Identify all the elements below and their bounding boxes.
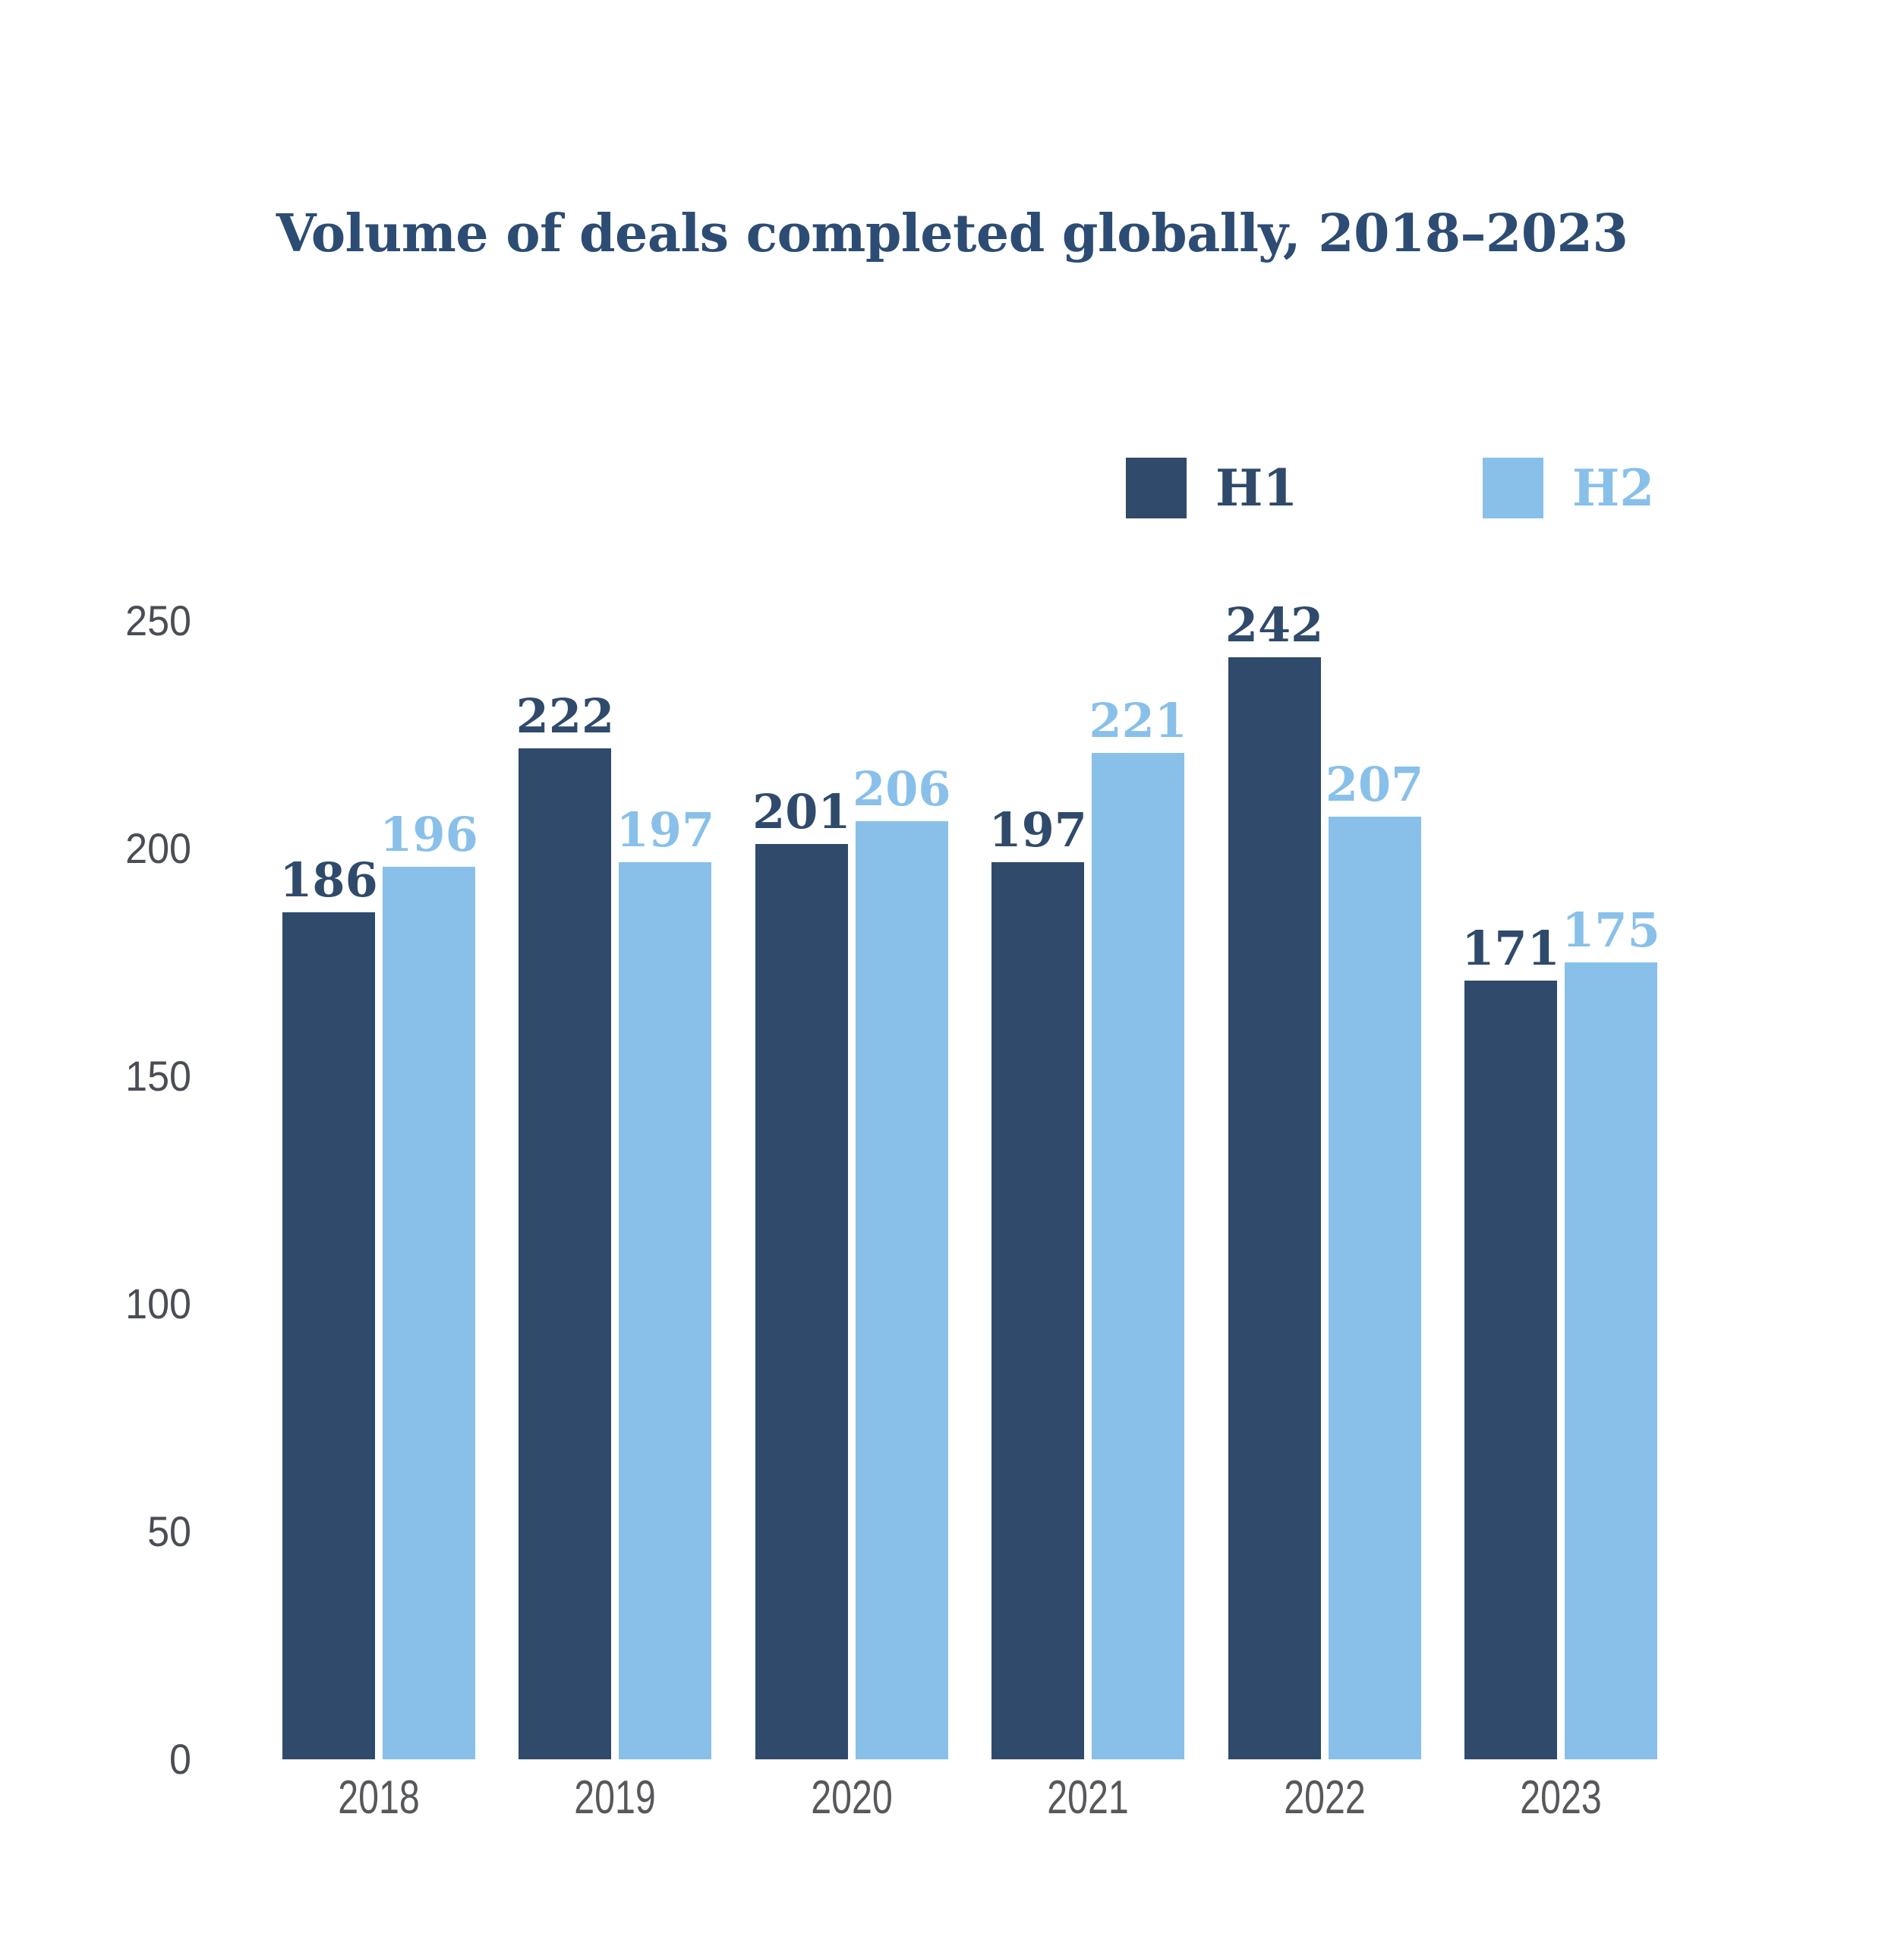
bar-h2-2022 — [1328, 817, 1421, 1759]
bar-value-h1-2018: 186 — [279, 852, 378, 908]
y-tick-label-250: 250 — [125, 597, 191, 644]
legend-swatch-h2 — [1483, 458, 1543, 518]
x-tick-label-2022: 2022 — [1283, 1771, 1366, 1824]
chart-title: Volume of deals completed globally, 2018… — [276, 203, 1628, 264]
bar-h1-2020 — [755, 844, 848, 1759]
bar-h2-2019 — [619, 862, 712, 1759]
y-tick-label-100: 100 — [125, 1280, 191, 1327]
bar-h1-2022 — [1228, 657, 1321, 1759]
bar-value-h1-2021: 197 — [988, 802, 1087, 858]
bar-value-h2-2021: 221 — [1089, 693, 1187, 748]
bar-value-h2-2020: 206 — [853, 761, 951, 817]
bar-value-h2-2019: 197 — [616, 802, 715, 858]
x-tick-label-2020: 2020 — [811, 1771, 893, 1824]
x-tick-label-2019: 2019 — [574, 1771, 657, 1824]
legend-label-h2: H2 — [1572, 458, 1655, 518]
bar-h2-2023 — [1565, 962, 1657, 1759]
y-tick-label-200: 200 — [125, 824, 191, 872]
legend-label-h1: H1 — [1215, 458, 1298, 518]
bar-value-h2-2022: 207 — [1325, 757, 1424, 812]
bar-value-h2-2018: 196 — [380, 807, 478, 862]
x-tick-label-2023: 2023 — [1520, 1771, 1602, 1824]
bar-h2-2020 — [855, 821, 948, 1759]
bar-h1-2019 — [519, 748, 612, 1759]
bar-h2-2021 — [1092, 753, 1185, 1759]
y-tick-label-50: 50 — [147, 1507, 191, 1555]
bar-h1-2018 — [282, 912, 375, 1759]
bar-h2-2018 — [383, 867, 475, 1759]
bar-value-h1-2022: 242 — [1225, 597, 1324, 653]
x-tick-label-2018: 2018 — [338, 1771, 420, 1824]
bar-value-h1-2019: 222 — [515, 688, 615, 744]
bar-value-h1-2020: 201 — [752, 784, 851, 839]
x-tick-label-2021: 2021 — [1047, 1771, 1129, 1824]
bar-h1-2021 — [991, 862, 1085, 1759]
bar-h1-2023 — [1464, 981, 1557, 1759]
legend-swatch-h1 — [1126, 458, 1187, 518]
bar-value-h1-2023: 171 — [1461, 921, 1560, 976]
y-tick-label-0: 0 — [169, 1735, 191, 1783]
bar-value-h2-2023: 175 — [1562, 902, 1660, 958]
y-tick-label-150: 150 — [125, 1052, 191, 1100]
